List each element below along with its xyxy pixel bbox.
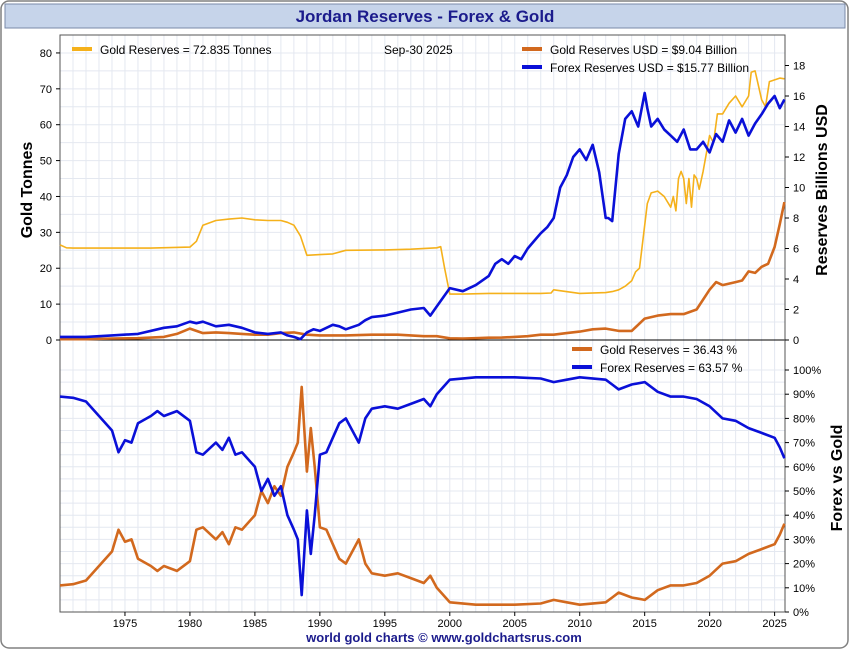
date-label: Sep-30 2025 [384,43,453,57]
left-tick-label: 0 [46,335,52,347]
upper-legend: Gold Reserves = 72.835 Tonnes Sep-30 202… [72,43,749,75]
x-tick-label: 2025 [762,618,786,630]
chart-title: Jordan Reserves - Forex & Gold [296,7,555,26]
upper-right-axis: 0 2 4 6 8 10 12 14 16 18 [785,61,805,347]
x-tick-label: 1990 [308,618,332,630]
right-tick-label: 18 [793,61,805,73]
right-tick-label: 10 [793,183,805,195]
percent-tick-label: 100% [793,365,821,377]
series-line-forex [60,91,786,341]
x-tick-label: 2010 [567,618,591,630]
right-tick-label: 14 [793,122,805,134]
left-tick-label: 70 [40,84,52,96]
lower-right-axis-label: Forex vs Gold [829,425,846,532]
upper-series-lines [59,70,786,341]
lower-series-lines [59,376,786,606]
left-tick-label: 30 [40,227,52,239]
percent-tick-label: 20% [793,559,815,571]
percent-tick-label: 50% [793,486,815,498]
x-tick-label: 1975 [113,618,137,630]
percent-tick-label: 40% [793,510,815,522]
series-line-gold-usd [60,201,786,341]
percent-tick-label: 60% [793,462,815,474]
left-tick-label: 80 [40,48,52,60]
left-tick-label: 10 [40,299,52,311]
percent-tick-label: 70% [793,438,815,450]
percent-tick-label: 30% [793,534,815,546]
series-line-forex-pct [59,376,786,597]
right-axis-label: Reserves Billions USD [814,104,831,276]
lower-legend: Gold Reserves = 36.43 % Forex Reserves =… [572,343,743,375]
x-tick-label: 2020 [697,618,721,630]
legend-forex-pct: Forex Reserves = 63.57 % [600,361,743,375]
series-line-gold-pct [59,385,786,606]
percent-tick-label: 80% [793,413,815,425]
legend-gold-tonnes: Gold Reserves = 72.835 Tonnes [100,43,272,57]
legend-gold-usd: Gold Reserves USD = $9.04 Billion [550,43,737,57]
legend-forex: Forex Reserves USD = $15.77 Billion [550,61,749,75]
percent-tick-label: 10% [793,583,815,595]
right-tick-label: 2 [793,305,799,317]
lower-right-axis: 0% 10% 20% 30% 40% 50% 60% 70% 80% 90% 100% [785,365,821,619]
upper-left-axis: 0 10 20 30 40 50 60 70 80 [40,48,60,347]
left-axis-label: Gold Tonnes [19,142,36,239]
right-tick-label: 0 [793,335,799,347]
right-tick-label: 4 [793,274,799,286]
left-tick-label: 60 [40,120,52,132]
x-tick-label: 2000 [438,618,462,630]
footer-credit: world gold charts © www.goldchartsrus.co… [305,630,582,645]
percent-tick-label: 0% [793,607,809,619]
x-tick-label: 2015 [632,618,656,630]
x-tick-label: 1980 [178,618,202,630]
series-line-gold-tonnes [59,70,785,295]
title-bar [4,3,846,29]
right-tick-label: 6 [793,244,799,256]
x-tick-label: 2005 [503,618,527,630]
x-tick-label: 1995 [373,618,397,630]
left-tick-label: 40 [40,191,52,203]
right-tick-label: 16 [793,91,805,103]
percent-tick-label: 90% [793,389,815,401]
right-tick-label: 12 [793,152,805,164]
right-tick-label: 8 [793,213,799,225]
x-tick-label: 1985 [243,618,267,630]
left-tick-label: 20 [40,263,52,275]
legend-gold-pct: Gold Reserves = 36.43 % [600,343,737,357]
plot-border [59,34,786,613]
lower-gridlines [60,369,785,613]
left-tick-label: 50 [40,156,52,168]
x-axis: 1975 1980 1985 1990 1995 2000 2005 2010 2015 2020… [113,612,787,630]
